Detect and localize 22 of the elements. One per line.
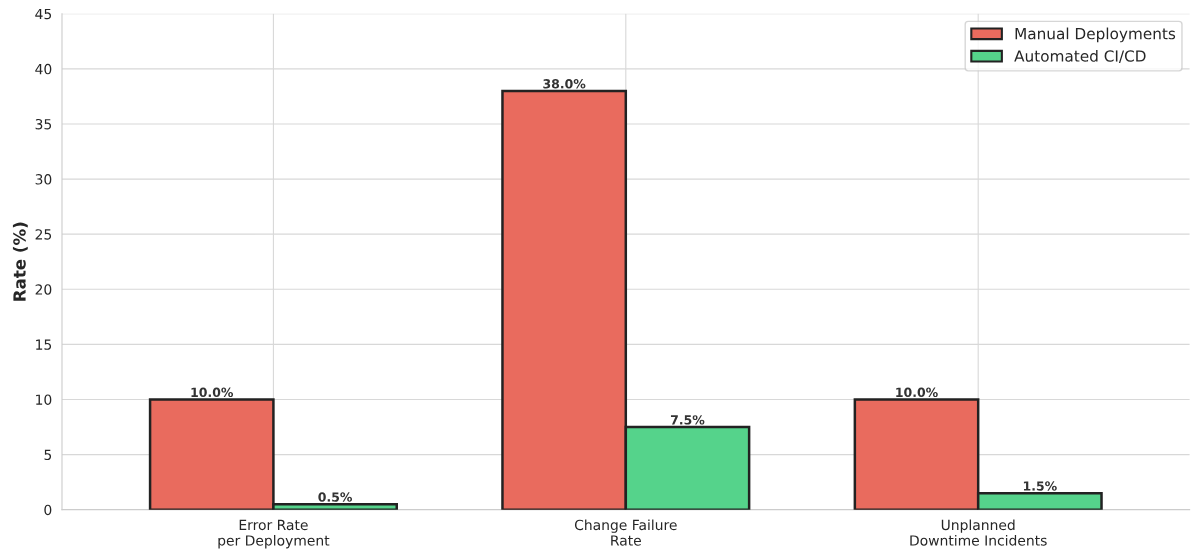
y-tick-label: 40 [35,63,52,75]
x-tick-label: Unplanned Downtime Incidents [910,519,1047,546]
data-label: 38.0% [543,79,586,89]
y-axis-title: Rate (%) [12,222,28,301]
legend-label: Manual Deployments [1015,27,1176,43]
data-label: 7.5% [670,415,705,425]
y-tick-label: 30 [35,174,52,185]
data-label: 10.0% [896,387,938,398]
data-label: 10.0% [191,387,234,398]
y-tick-label: 35 [35,118,52,130]
y-tick-label: 25 [35,229,52,240]
y-tick-label: 45 [35,8,52,20]
data-label: 1.5% [1023,481,1057,491]
legend-label: Automated CI/CD [1014,49,1146,63]
y-tick-label: 15 [36,339,52,350]
data-label: 0.5% [318,492,353,502]
y-tick-label: 5 [44,449,52,461]
y-tick-label: 10 [36,394,52,405]
y-tick-label: 0 [44,504,52,516]
y-tick-label: 20 [35,284,52,295]
x-tick-label: Change Failure Rate [574,519,677,546]
x-tick-label: Error Rate per Deployment [218,519,330,549]
